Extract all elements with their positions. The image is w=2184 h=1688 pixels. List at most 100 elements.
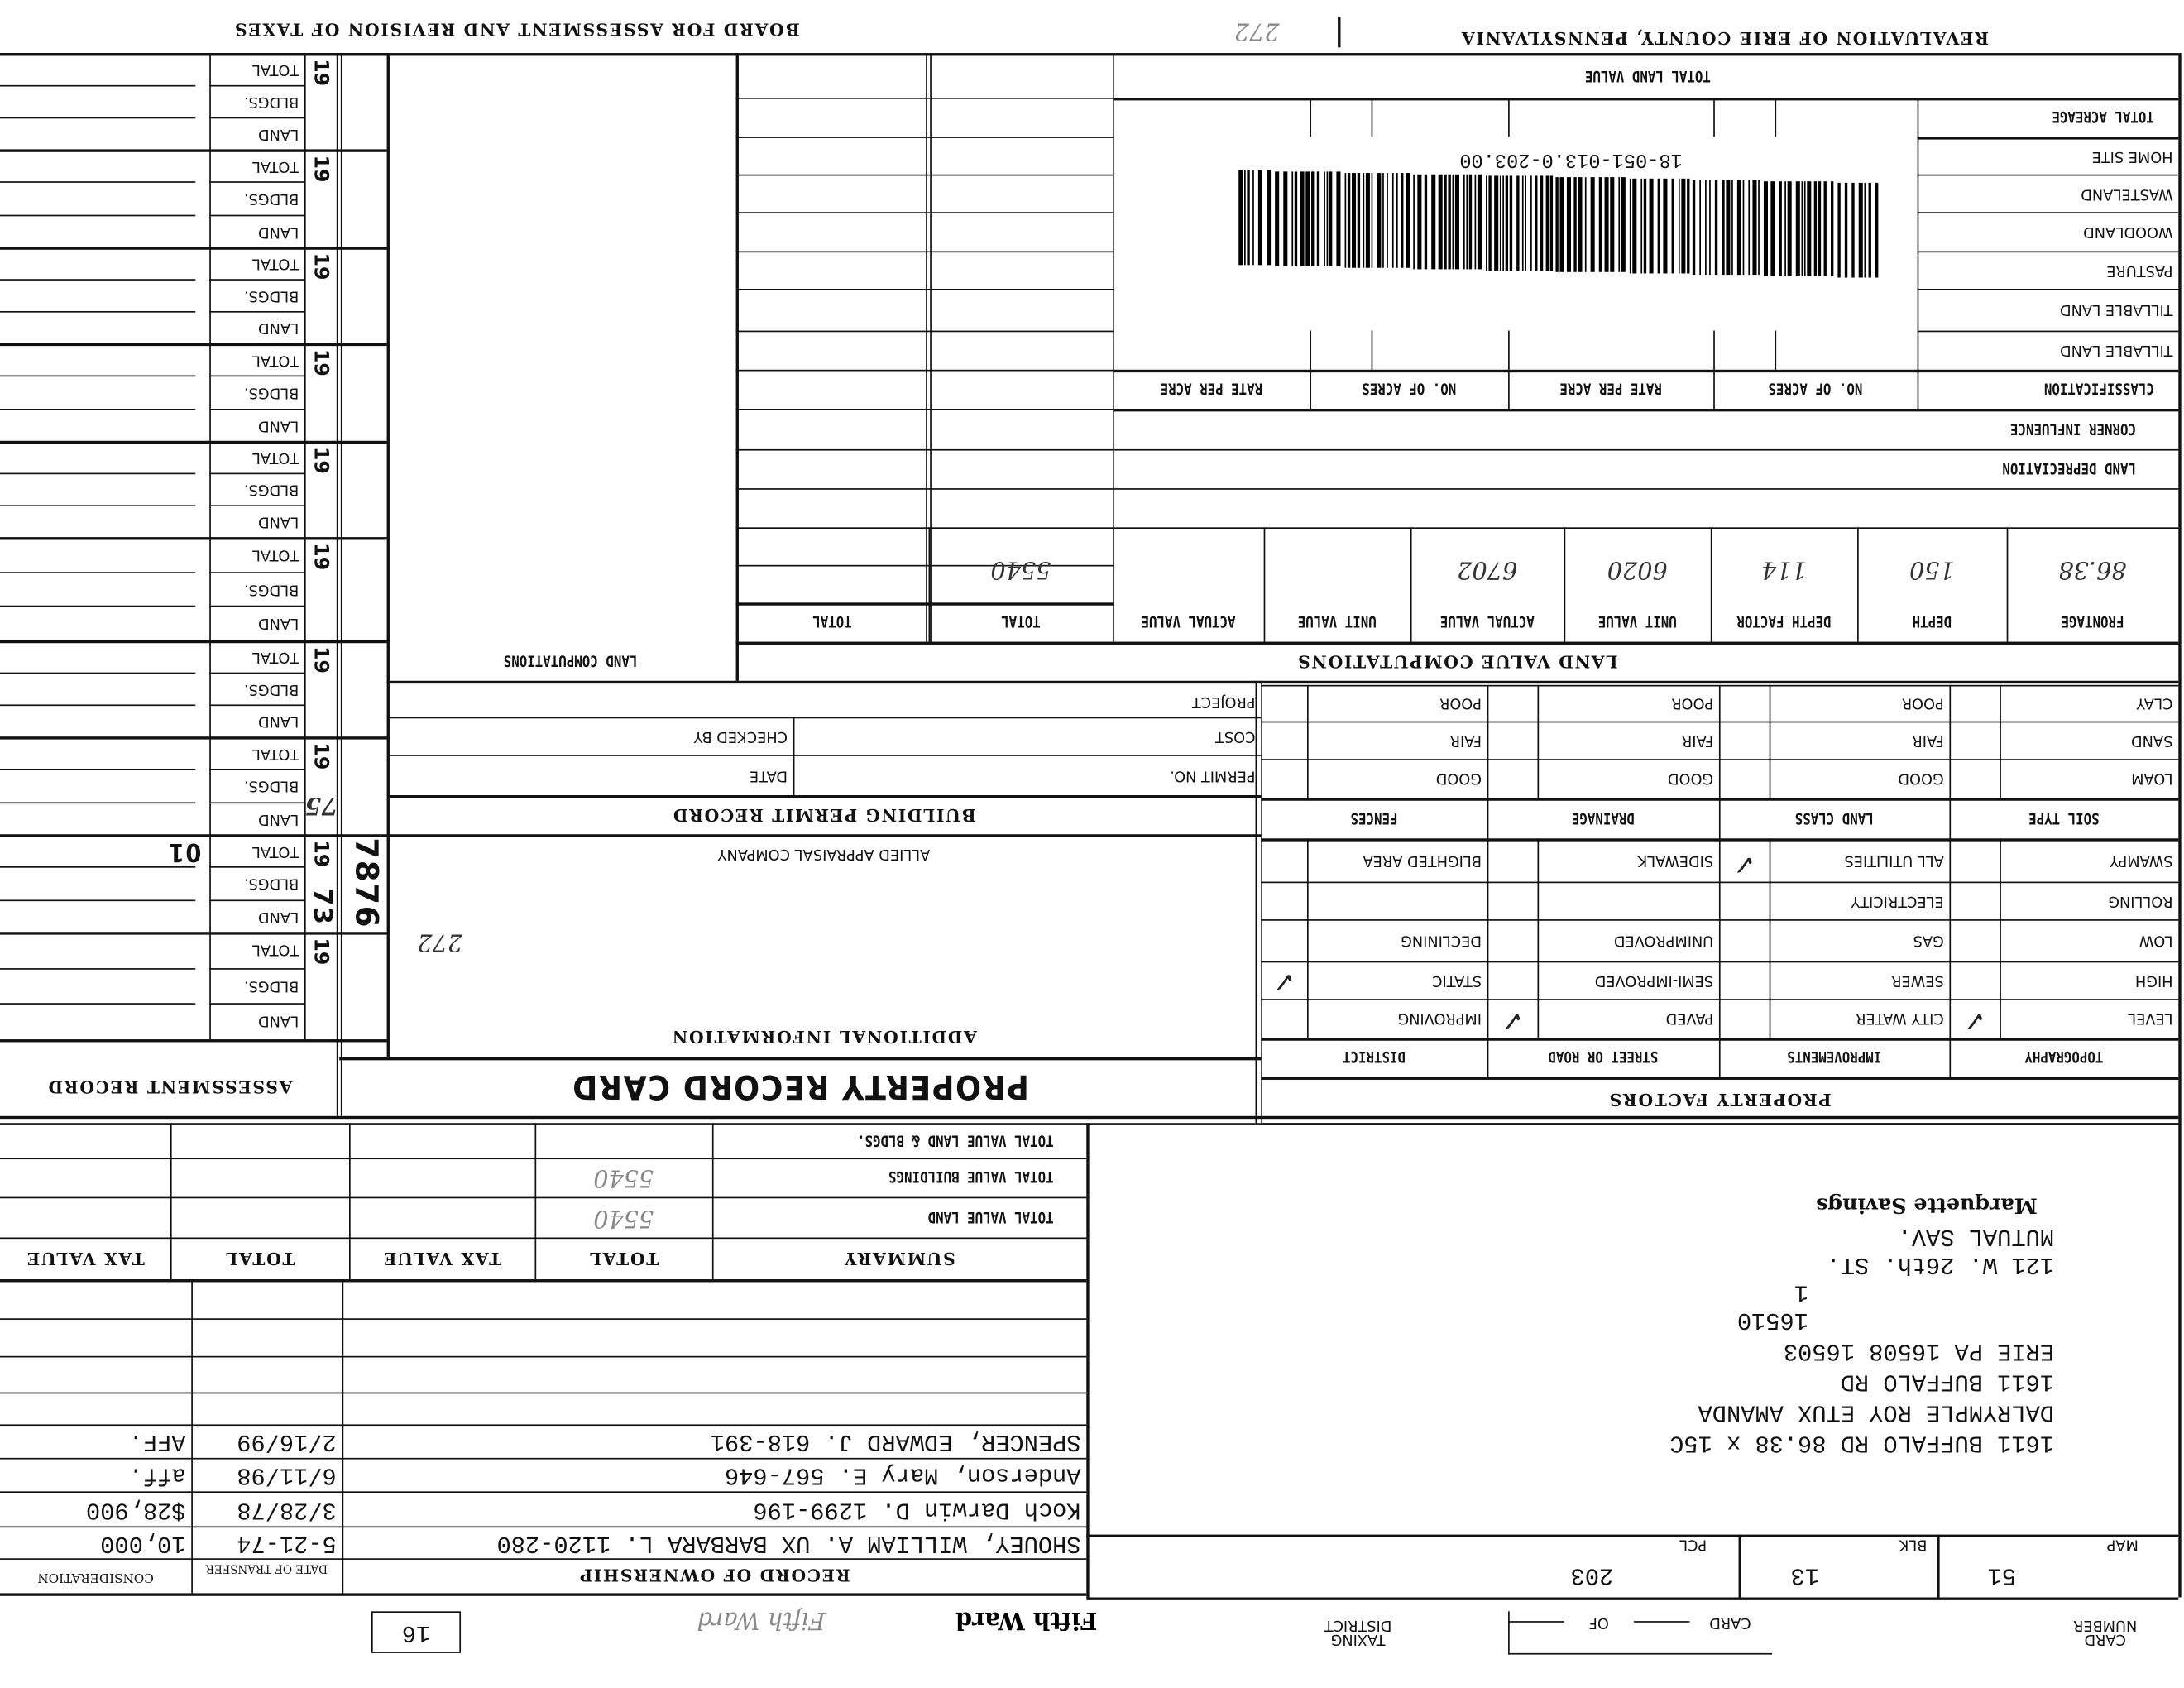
barcode-bar bbox=[1598, 177, 1602, 273]
land-type-label: PASTURE bbox=[2106, 261, 2173, 279]
factor-checkbox[interactable] bbox=[1261, 919, 1307, 961]
factor-option: CITY WATER bbox=[1856, 1010, 1944, 1028]
factor-checkbox[interactable] bbox=[1261, 999, 1307, 1038]
factor-checkbox[interactable] bbox=[1949, 838, 2000, 881]
factor-checkbox[interactable] bbox=[1949, 961, 2000, 1000]
factor-checkbox[interactable] bbox=[1719, 882, 1770, 920]
consideration: $28,900 bbox=[85, 1495, 186, 1523]
checked-by-field[interactable]: CHECKED BY bbox=[693, 727, 788, 745]
rule-line bbox=[0, 704, 196, 707]
rule-line bbox=[0, 899, 196, 901]
barcode-bar bbox=[1748, 180, 1751, 276]
factor-checkbox[interactable] bbox=[1487, 961, 1538, 1000]
factor-checkbox[interactable] bbox=[1487, 919, 1538, 961]
cost-field[interactable]: COST bbox=[1215, 727, 1256, 745]
factor-option: HIGH bbox=[2134, 971, 2173, 989]
appraisal-company: ALLIED APPRAISAL COMPANY bbox=[717, 846, 931, 863]
checkmark-icon[interactable]: ✓ bbox=[1962, 1004, 1986, 1038]
barcode-bar bbox=[1545, 176, 1549, 271]
transfer-date: 3/28/78 bbox=[237, 1495, 337, 1523]
barcode-bar bbox=[1803, 181, 1806, 276]
rule-line bbox=[386, 834, 1262, 837]
barcode-bar bbox=[1326, 171, 1329, 267]
owner-address-line: MUTUAL SAV. bbox=[1897, 1222, 2055, 1249]
owner-name: Anderson, Mary E. 567-646 bbox=[724, 1461, 1081, 1489]
checkmark-icon[interactable]: ✓ bbox=[1732, 848, 1756, 882]
land-type-label: HOME SITE bbox=[2091, 147, 2173, 165]
additional-info-title: ADDITIONAL INFORMATION bbox=[671, 1026, 977, 1047]
rule-line bbox=[0, 1355, 1087, 1358]
factor-checkbox[interactable] bbox=[1487, 838, 1538, 881]
permit-no-field[interactable]: PERMIT NO. bbox=[1170, 766, 1256, 784]
taxing-district-value: Fifth Ward bbox=[956, 1606, 1098, 1635]
factor-checkbox[interactable] bbox=[1719, 919, 1770, 961]
card-of-box[interactable] bbox=[1508, 1611, 1773, 1655]
date-field[interactable]: DATE bbox=[749, 766, 788, 784]
rule-line bbox=[1310, 369, 1312, 409]
factor-checkbox[interactable] bbox=[1261, 838, 1307, 881]
frontage-value bbox=[1113, 537, 1263, 600]
barcode-bar bbox=[1709, 180, 1711, 275]
factor-checkbox[interactable] bbox=[1949, 882, 2000, 920]
rule-line bbox=[735, 488, 1114, 490]
factor-checkbox[interactable] bbox=[1719, 999, 1770, 1038]
rule-line bbox=[209, 672, 304, 674]
rule-line bbox=[0, 1115, 2179, 1120]
barcode-bar bbox=[1448, 174, 1451, 270]
factor-option: ELECTRICITY bbox=[1851, 892, 1944, 909]
rule-line bbox=[534, 1123, 537, 1280]
rule-line bbox=[1113, 527, 1115, 642]
project-field[interactable]: PROJECT bbox=[1191, 693, 1256, 710]
barcode-bar bbox=[1584, 177, 1587, 272]
factor-checkbox[interactable] bbox=[1487, 882, 1538, 920]
rule-line bbox=[0, 640, 387, 644]
rule-line bbox=[0, 1196, 1087, 1199]
barcode-bar bbox=[1566, 176, 1571, 272]
rule-line bbox=[0, 537, 387, 540]
rule-line bbox=[2178, 53, 2182, 1598]
barcode-bar bbox=[1714, 180, 1718, 275]
rule-line bbox=[0, 1424, 1087, 1427]
summary-title: SUMMARY bbox=[843, 1248, 956, 1268]
checkmark-icon[interactable]: ✓ bbox=[1500, 1004, 1525, 1038]
rule-line bbox=[1738, 1534, 1741, 1598]
handwritten-note: 272 bbox=[417, 928, 463, 957]
barcode-bar bbox=[1858, 182, 1863, 278]
soil-cell: GOOD bbox=[1667, 770, 1714, 788]
frontage-value bbox=[736, 537, 929, 600]
assessment-label: TOTAL bbox=[252, 745, 299, 762]
year-prefix: 19 bbox=[309, 446, 332, 474]
rule-line bbox=[1113, 53, 1115, 642]
barcode-bar bbox=[1632, 178, 1637, 273]
factor-checkbox[interactable] bbox=[1261, 882, 1307, 920]
rule-line bbox=[0, 571, 196, 573]
barcode-bar bbox=[1559, 176, 1564, 272]
barcode-bar bbox=[1468, 175, 1473, 270]
rule-line bbox=[735, 448, 1114, 451]
factor-checkbox[interactable] bbox=[1949, 919, 2000, 961]
rule-line bbox=[0, 672, 196, 674]
rule-line bbox=[209, 376, 304, 377]
of-label: OF bbox=[1588, 1614, 1609, 1632]
rule-line bbox=[1769, 838, 1771, 1038]
rule-line bbox=[386, 717, 1262, 719]
rule-line bbox=[1410, 527, 1412, 642]
soil-cell: FAIR bbox=[1912, 731, 1944, 749]
factor-option bbox=[1307, 882, 1487, 920]
checkmark-icon[interactable]: ✓ bbox=[1272, 965, 1296, 1000]
owner-address-line: 1 bbox=[1794, 1278, 1808, 1306]
corner-influence-label: CORNER INFLUENCE bbox=[2009, 420, 2136, 439]
summary-header: TOTAL bbox=[588, 1248, 659, 1268]
factor-checkbox[interactable] bbox=[1719, 961, 1770, 1000]
barcode-bar bbox=[1830, 181, 1834, 277]
rule-line bbox=[209, 472, 304, 475]
rule-line bbox=[0, 1318, 1087, 1320]
factor-option: SWAMPY bbox=[2110, 851, 2173, 869]
soil-header: SOIL TYPE bbox=[2028, 808, 2100, 827]
rule-line bbox=[1306, 838, 1309, 1038]
soil-cell: CLAY bbox=[2136, 695, 2173, 712]
summary-row-label: TOTAL VALUE LAND bbox=[927, 1208, 1054, 1226]
rule-line bbox=[1949, 684, 1952, 1077]
rule-line bbox=[209, 181, 304, 184]
